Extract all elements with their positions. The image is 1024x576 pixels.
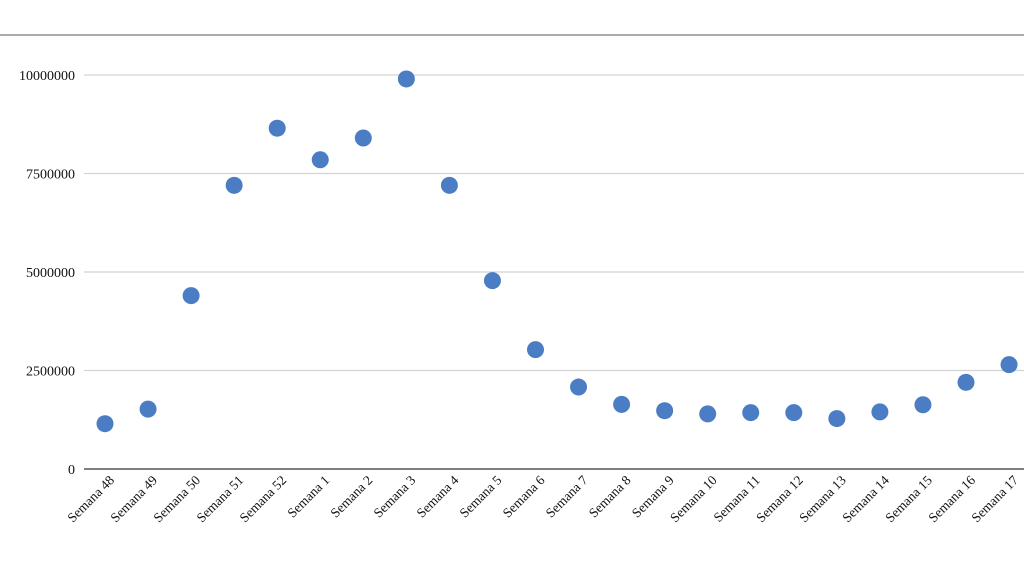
data-points	[96, 70, 1018, 433]
y-tick-label: 5000000	[26, 266, 75, 281]
x-tick-label: Semana 2	[327, 473, 375, 521]
x-tick-label: Semana 4	[414, 472, 462, 520]
data-point	[570, 378, 588, 396]
data-point	[225, 176, 243, 194]
data-point	[397, 70, 415, 88]
y-tick-label: 7500000	[26, 168, 75, 183]
data-point	[139, 400, 157, 418]
data-point	[182, 287, 200, 305]
data-point	[828, 410, 846, 428]
data-point	[914, 396, 932, 414]
y-tick-labels: 0 2500000 5000000 7500000 10000000	[19, 69, 75, 478]
x-tick-label: Semana 7	[543, 472, 591, 520]
x-tick-label: Semana 5	[457, 472, 505, 520]
data-point	[699, 405, 717, 423]
data-point	[96, 415, 114, 433]
data-point	[613, 395, 631, 413]
x-tick-label: Semana 1	[284, 473, 332, 521]
data-point	[742, 404, 760, 422]
data-point	[1000, 356, 1018, 374]
x-tick-label: Semana 8	[586, 472, 634, 520]
data-point	[871, 403, 889, 421]
y-tick-label: 10000000	[19, 69, 75, 84]
data-point	[440, 176, 458, 194]
x-tick-label: Semana 17	[968, 472, 1021, 525]
data-point	[311, 151, 329, 169]
x-tick-label: Semana 3	[370, 472, 418, 520]
x-tick-label: Semana 6	[500, 472, 548, 520]
x-tick-label: Semana 10	[667, 472, 720, 525]
y-tick-label: 0	[68, 463, 75, 478]
data-point	[527, 341, 544, 359]
data-point	[785, 404, 803, 422]
y-tick-label: 2500000	[26, 365, 75, 380]
gridlines	[84, 74, 1024, 372]
data-point	[268, 119, 286, 137]
data-point	[354, 129, 372, 147]
data-point	[957, 373, 975, 391]
x-tick-label: Semana 52	[237, 473, 290, 526]
data-point	[483, 272, 501, 290]
data-point	[656, 402, 674, 420]
